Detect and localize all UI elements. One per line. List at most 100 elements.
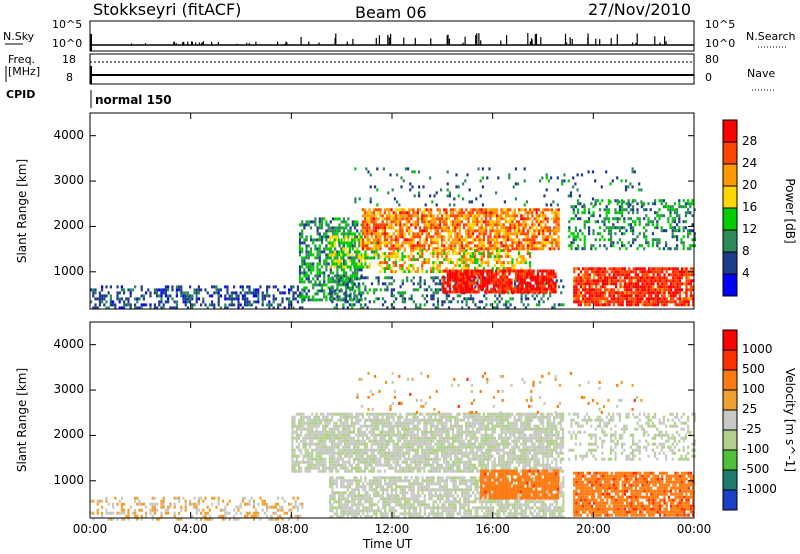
data-cell <box>482 247 485 251</box>
data-cell <box>361 223 364 227</box>
data-cell <box>478 208 481 212</box>
data-cell <box>224 297 227 301</box>
data-cell <box>477 284 480 288</box>
data-cell <box>348 279 352 283</box>
data-cell <box>469 261 472 265</box>
data-cell <box>555 226 558 230</box>
data-cell <box>515 258 518 262</box>
data-cell <box>445 220 448 224</box>
data-cell <box>443 258 446 262</box>
data-cell <box>329 271 332 275</box>
data-cell <box>523 269 526 273</box>
data-cell <box>528 281 531 285</box>
data-cell <box>372 412 375 416</box>
data-cell <box>584 273 587 277</box>
data-cell <box>325 298 328 302</box>
data-cell <box>326 448 329 452</box>
data-cell <box>268 517 271 521</box>
data-cell <box>363 451 367 455</box>
data-cell <box>575 288 578 292</box>
data-cell <box>375 232 378 236</box>
data-cell <box>346 276 349 280</box>
data-cell <box>217 514 220 518</box>
data-cell <box>498 294 501 298</box>
data-cell <box>533 223 536 227</box>
data-cell <box>308 424 312 428</box>
data-cell <box>333 448 336 452</box>
data-cell <box>425 229 428 233</box>
data-cell <box>304 466 307 470</box>
data-cell <box>454 208 457 212</box>
data-cell <box>394 241 397 245</box>
data-cell <box>590 294 593 298</box>
data-cell <box>325 259 328 263</box>
data-cell <box>448 290 452 294</box>
data-cell <box>442 269 445 273</box>
data-cell <box>195 294 198 298</box>
data-cell <box>487 247 490 251</box>
data-cell <box>525 287 529 291</box>
data-cell <box>370 433 373 437</box>
data-cell <box>491 252 494 256</box>
data-cell <box>145 291 148 295</box>
data-cell <box>617 288 620 292</box>
data-cell <box>590 285 593 289</box>
data-cell <box>412 238 415 242</box>
data-cell <box>235 294 238 298</box>
data-cell <box>547 179 550 183</box>
data-cell <box>315 424 318 428</box>
data-cell <box>458 252 461 256</box>
data-cell <box>508 173 511 177</box>
data-cell <box>363 433 367 437</box>
data-cell <box>364 232 367 236</box>
data-cell <box>641 297 644 301</box>
data-cell <box>492 278 496 282</box>
data-cell <box>403 247 406 251</box>
data-cell <box>434 229 437 233</box>
data-cell <box>297 448 301 452</box>
data-cell <box>634 273 637 277</box>
data-cell <box>599 232 602 236</box>
data-cell <box>502 238 505 242</box>
data-cell <box>447 244 450 248</box>
data-cell <box>656 244 659 248</box>
data-cell <box>191 502 194 506</box>
data-cell <box>252 505 255 509</box>
data-cell <box>667 285 670 289</box>
data-cell <box>160 505 163 509</box>
data-cell <box>545 281 548 285</box>
data-cell <box>326 451 329 455</box>
data-cell <box>568 235 571 239</box>
data-cell <box>206 517 209 521</box>
data-cell <box>460 258 463 262</box>
data-cell <box>414 303 418 307</box>
data-cell <box>346 306 349 310</box>
data-cell <box>630 282 633 286</box>
data-cell <box>529 211 532 215</box>
data-cell <box>489 226 492 230</box>
data-cell <box>401 264 404 268</box>
data-cell <box>283 306 286 310</box>
data-cell <box>184 297 187 301</box>
data-cell <box>478 211 481 215</box>
data-cell <box>463 261 466 265</box>
data-cell <box>348 424 351 428</box>
data-cell <box>255 514 258 518</box>
data-cell <box>597 288 600 292</box>
data-cell <box>324 445 327 449</box>
data-cell <box>379 288 382 292</box>
data-cell <box>507 232 510 236</box>
data-cell <box>643 276 646 280</box>
data-cell <box>384 276 387 280</box>
data-cell <box>178 511 181 515</box>
data-cell <box>401 267 404 271</box>
data-cell <box>689 291 692 295</box>
data-cell <box>502 244 505 248</box>
data-cell <box>508 284 511 288</box>
data-cell <box>546 208 549 212</box>
data-cell <box>339 433 342 437</box>
data-cell <box>364 223 367 227</box>
data-cell <box>416 267 419 271</box>
data-cell <box>386 223 389 227</box>
data-cell <box>329 241 332 245</box>
